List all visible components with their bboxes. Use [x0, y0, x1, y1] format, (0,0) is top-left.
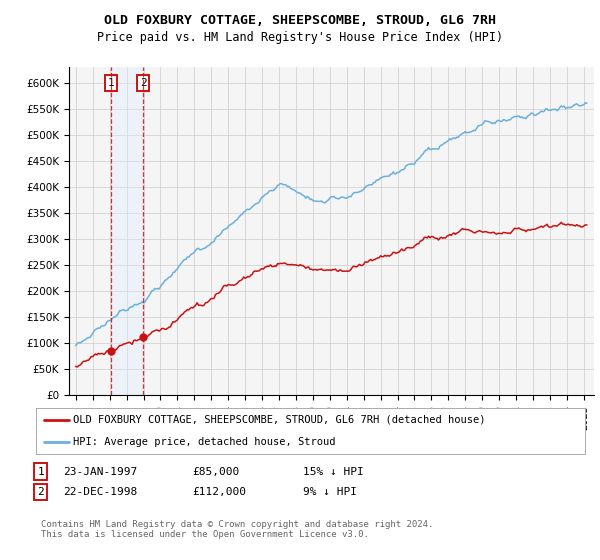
Text: 2: 2: [140, 78, 146, 88]
Bar: [110, 67, 143, 395]
Text: 23-JAN-1997: 23-JAN-1997: [63, 466, 137, 477]
Text: OLD FOXBURY COTTAGE, SHEEPSCOMBE, STROUD, GL6 7RH (detached house): OLD FOXBURY COTTAGE, SHEEPSCOMBE, STROUD…: [73, 414, 486, 424]
Text: Price paid vs. HM Land Registry's House Price Index (HPI): Price paid vs. HM Land Registry's House …: [97, 31, 503, 44]
Text: HPI: Average price, detached house, Stroud: HPI: Average price, detached house, Stro…: [73, 437, 336, 447]
Text: 22-DEC-1998: 22-DEC-1998: [63, 487, 137, 497]
Text: 1: 1: [107, 78, 114, 88]
Text: 2: 2: [37, 487, 44, 497]
Text: 9% ↓ HPI: 9% ↓ HPI: [303, 487, 357, 497]
Text: 1: 1: [37, 466, 44, 477]
Text: Contains HM Land Registry data © Crown copyright and database right 2024.
This d: Contains HM Land Registry data © Crown c…: [41, 520, 433, 539]
Text: OLD FOXBURY COTTAGE, SHEEPSCOMBE, STROUD, GL6 7RH: OLD FOXBURY COTTAGE, SHEEPSCOMBE, STROUD…: [104, 14, 496, 27]
Text: £112,000: £112,000: [192, 487, 246, 497]
Text: £85,000: £85,000: [192, 466, 239, 477]
Text: 15% ↓ HPI: 15% ↓ HPI: [303, 466, 364, 477]
